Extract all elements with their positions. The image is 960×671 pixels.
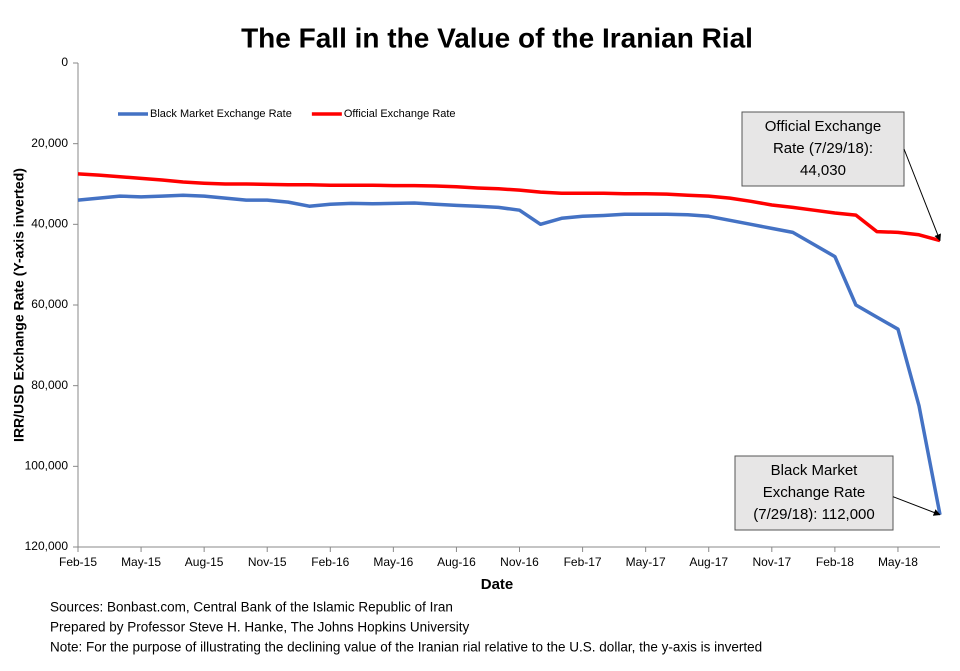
- data-line: [77, 193, 942, 516]
- x-tick-label: May-18: [878, 555, 918, 569]
- annotation-text: Exchange Rate: [763, 484, 866, 501]
- annotation-text: 44,030: [800, 162, 846, 179]
- x-axis-label: Date: [481, 576, 514, 593]
- legend-label: Black Market Exchange Rate: [150, 108, 292, 120]
- annotation-text: (7/29/18): 112,000: [753, 506, 874, 523]
- footnote: Note: For the purpose of illustrating th…: [50, 640, 762, 655]
- y-axis-label: IRR/USD Exchange Rate (Y-axis inverted): [11, 168, 27, 442]
- legend-label: Official Exchange Rate: [344, 108, 456, 120]
- y-tick-label: 20,000: [31, 136, 68, 150]
- annotation-arrow: [892, 496, 941, 516]
- y-tick-label: 80,000: [31, 378, 68, 392]
- x-tick-label: Nov-17: [752, 555, 791, 569]
- x-tick-label: Feb-15: [59, 555, 97, 569]
- x-tick-label: Aug-17: [689, 555, 728, 569]
- x-tick-label: Nov-16: [500, 555, 539, 569]
- y-tick-label: 100,000: [25, 459, 69, 473]
- x-tick-label: May-15: [121, 555, 161, 569]
- x-tick-label: May-17: [626, 555, 666, 569]
- footnote: Sources: Bonbast.com, Central Bank of th…: [50, 600, 453, 615]
- annotation-text: Rate (7/29/18):: [773, 140, 873, 157]
- footnote: Prepared by Professor Steve H. Hanke, Th…: [50, 620, 469, 635]
- x-tick-label: Feb-16: [311, 555, 349, 569]
- x-tick-label: Nov-15: [248, 555, 287, 569]
- chart-title: The Fall in the Value of the Iranian Ria…: [241, 22, 753, 53]
- data-line: [77, 172, 941, 243]
- annotation-arrow: [903, 148, 941, 242]
- x-tick-label: Aug-16: [437, 555, 476, 569]
- x-tick-label: May-16: [373, 555, 413, 569]
- y-tick-label: 120,000: [25, 539, 69, 553]
- annotation-text: Black Market: [771, 462, 859, 479]
- x-tick-label: Feb-18: [816, 555, 854, 569]
- y-tick-label: 40,000: [31, 217, 68, 231]
- x-tick-label: Aug-15: [185, 555, 224, 569]
- annotation-text: Official Exchange: [765, 118, 881, 135]
- x-tick-label: Feb-17: [564, 555, 602, 569]
- y-tick-label: 60,000: [31, 297, 68, 311]
- annotation-box: [734, 455, 894, 531]
- y-tick-label: 0: [61, 55, 68, 69]
